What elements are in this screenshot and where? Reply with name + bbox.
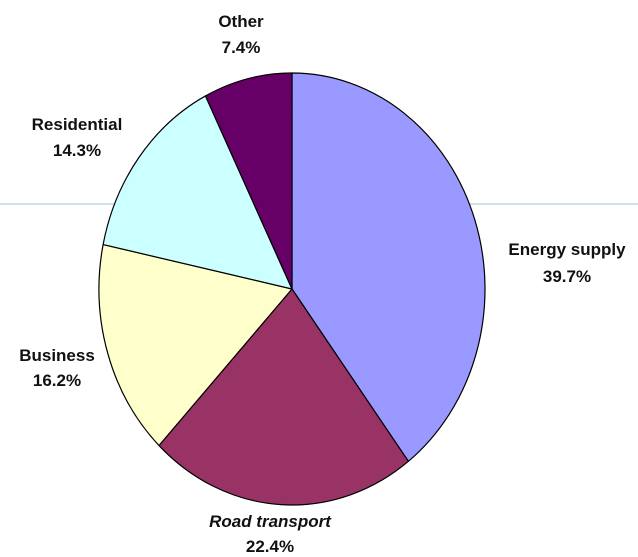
slice-label-name: Road transport bbox=[209, 512, 332, 531]
pie-slices bbox=[98, 72, 486, 506]
slice-label-value: 7.4% bbox=[222, 38, 261, 57]
slice-label-name: Business bbox=[19, 346, 95, 365]
slice-label-value: 22.4% bbox=[246, 537, 294, 556]
slice-label-name: Residential bbox=[32, 115, 123, 134]
slice-label-name: Other bbox=[218, 12, 264, 31]
pie-slice-road-transport bbox=[158, 288, 409, 506]
pie-slice-business bbox=[98, 243, 293, 447]
slice-label-name: Energy supply bbox=[508, 240, 626, 259]
pie-slice-energy-supply bbox=[291, 72, 486, 462]
pie-labels: Energy supply 39.7% Road transport 22.4% Bus… bbox=[19, 12, 626, 556]
slice-label-value: 39.7% bbox=[543, 267, 591, 286]
pie-slice-other bbox=[204, 72, 293, 290]
slice-label-value: 16.2% bbox=[33, 371, 81, 390]
slice-label-value: 14.3% bbox=[53, 141, 101, 160]
pie-slice-residential bbox=[102, 95, 293, 290]
